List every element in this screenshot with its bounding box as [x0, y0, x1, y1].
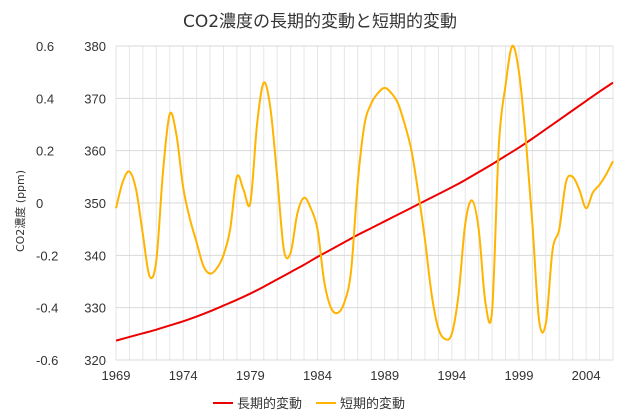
- x-tick-label: 1984: [303, 368, 332, 383]
- y-right-tick-label: -0.6: [36, 353, 58, 368]
- series-line-short-term: [115, 44, 614, 341]
- y-left-tick-label: 340: [84, 248, 106, 263]
- axes: 320 330 340 350 360 370 380 -0.6 -0.4 -0.2 0 0.2 0.4…: [36, 39, 601, 383]
- x-tick-label: 1979: [236, 368, 265, 383]
- y-left-tick-label: 350: [84, 196, 106, 211]
- x-tick-label: 1989: [370, 368, 399, 383]
- x-tick-label: 1969: [102, 368, 131, 383]
- series-line-long-term: [115, 81, 614, 342]
- legend-label: 長期的変動: [237, 396, 302, 412]
- legend: 長期的変動 短期的変動: [213, 396, 405, 412]
- x-tick-label: 1999: [505, 368, 534, 383]
- y-left-tick-label: 380: [84, 39, 106, 54]
- y-right-tick-label: 0.4: [36, 91, 54, 106]
- y-right-tick-label: 0: [36, 196, 43, 211]
- chart-title: CO2濃度の長期的変動と短期的変動: [183, 12, 457, 32]
- y-right-tick-label: -0.2: [36, 248, 58, 263]
- x-tick-label: 1974: [169, 368, 198, 383]
- x-tick-label: 2004: [572, 368, 601, 383]
- y-left-tick-label: 370: [84, 91, 106, 106]
- y-left-tick-label: 320: [84, 353, 106, 368]
- x-tick-label: 1994: [437, 368, 466, 383]
- series-lines: [115, 44, 614, 342]
- y-right-tick-label: 0.2: [36, 144, 54, 159]
- y-axis-title: CO2濃度 (ppm): [13, 170, 27, 252]
- y-left-tick-label: 330: [84, 301, 106, 316]
- y-right-tick-label: -0.4: [36, 301, 58, 316]
- legend-label: 短期的変動: [340, 396, 405, 412]
- y-right-tick-label: 0.6: [36, 39, 54, 54]
- gridlines: [115, 45, 614, 361]
- y-left-tick-label: 360: [84, 144, 106, 159]
